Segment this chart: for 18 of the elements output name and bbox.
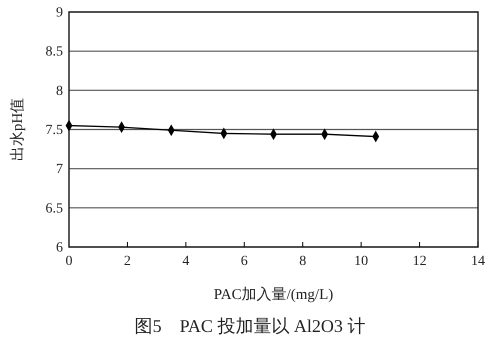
y-tick-label: 7 [56, 162, 63, 178]
x-tick-label: 10 [354, 254, 368, 269]
y-tick-label: 6 [56, 240, 63, 256]
x-tick-label: 0 [66, 254, 72, 269]
x-tick-label: 12 [412, 254, 427, 269]
y-tick-label: 7.5 [46, 122, 63, 138]
x-tick-label: 4 [182, 254, 190, 269]
y-tick-label: 8 [56, 84, 63, 99]
y-tick-label: 9 [56, 5, 63, 20]
x-tick-label: 6 [240, 254, 248, 269]
y-tick-label: 6.5 [46, 201, 63, 216]
text: 图5 PAC 投加量以 Al2O3 计 [134, 316, 366, 336]
x-tick-label: 14 [471, 254, 485, 269]
y-tick-label: 8.5 [46, 44, 63, 60]
x-tick-label: 8 [299, 254, 306, 269]
x-tick-label: 2 [124, 254, 131, 269]
y-axis-title: 出水pH值 [9, 98, 26, 162]
x-axis-title: PAC加入量/(mg/L) [214, 286, 334, 303]
